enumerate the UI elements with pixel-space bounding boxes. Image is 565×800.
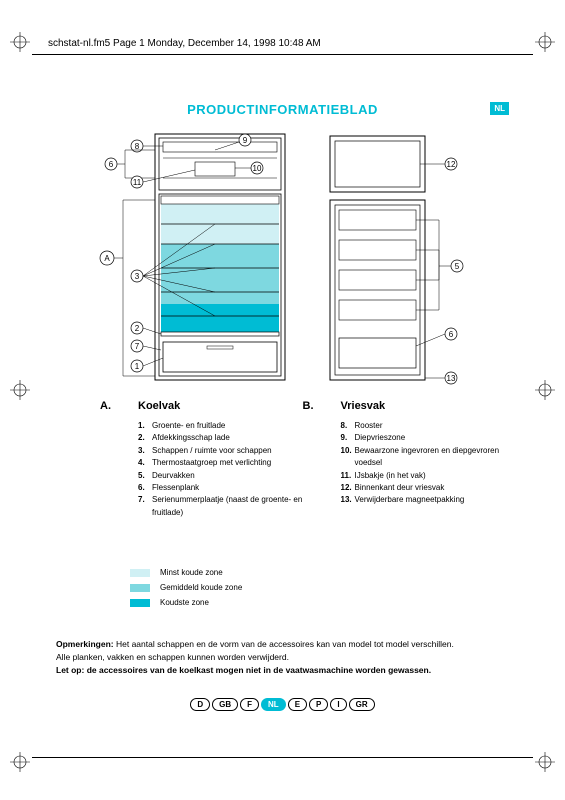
svg-text:5: 5 [455, 262, 460, 271]
section-a-letter: A. [100, 400, 138, 412]
lang-button-gr[interactable]: GR [349, 698, 375, 711]
list-item: 6.Flessenplank [138, 482, 303, 494]
legend-row: Koudste zone [130, 598, 242, 607]
lang-button-gb[interactable]: GB [212, 698, 238, 711]
svg-text:9: 9 [243, 136, 248, 145]
legend-row: Minst koude zone [130, 568, 242, 577]
list-item: 10.Bewaarzone ingevroren en diepgevroren… [341, 445, 506, 470]
language-row: DGBFNLEPIGR [0, 698, 565, 711]
crop-mark-mr [535, 380, 555, 400]
lang-button-f[interactable]: F [240, 698, 259, 711]
notes: Opmerkingen: Het aantal schappen en de v… [56, 638, 509, 676]
section-b-title: Vriesvak [341, 400, 386, 412]
legend-label: Minst koude zone [160, 568, 223, 577]
notes-line2: Alle planken, vakken en schappen kunnen … [56, 652, 289, 662]
lang-button-p[interactable]: P [309, 698, 328, 711]
list-item: 8.Rooster [341, 420, 506, 432]
legend-swatch [130, 584, 150, 592]
page-title: PRODUCTINFORMATIEBLAD [0, 102, 565, 117]
svg-text:13: 13 [447, 374, 456, 383]
notes-label: Opmerkingen: [56, 639, 114, 649]
svg-text:8: 8 [135, 142, 140, 151]
svg-text:6: 6 [449, 330, 454, 339]
list-item: 1.Groente- en fruitlade [138, 420, 303, 432]
list-item: 2.Afdekkingsschap lade [138, 432, 303, 444]
lang-button-d[interactable]: D [190, 698, 210, 711]
section-b-list: 8.Rooster9.Diepvrieszone10.Bewaarzone in… [303, 420, 506, 507]
page-header: schstat-nl.fm5 Page 1 Monday, December 1… [48, 38, 321, 49]
svg-text:12: 12 [447, 160, 456, 169]
notes-line3: Let op: de accessoires van de koelkast m… [56, 665, 431, 675]
legend-label: Gemiddeld koude zone [160, 583, 242, 592]
list-item: 4.Thermostaatgroep met verlichting [138, 457, 303, 469]
list-item: 11.IJsbakje (in het vak) [341, 470, 506, 482]
notes-line1: Het aantal schappen en de vorm van de ac… [114, 639, 454, 649]
section-a-list: 1.Groente- en fruitlade2.Afdekkingsschap… [100, 420, 303, 519]
list-item: 12.Binnenkant deur vriesvak [341, 482, 506, 494]
lang-button-e[interactable]: E [288, 698, 307, 711]
sections: A.Koelvak 1.Groente- en fruitlade2.Afdek… [100, 400, 505, 519]
crop-mark-ml [10, 380, 30, 400]
svg-text:1: 1 [135, 362, 140, 371]
fridge-diagram: 8 6 11 A 3 2 7 1 9 10 12 [95, 128, 470, 386]
list-item: 5.Deurvakken [138, 470, 303, 482]
svg-text:6: 6 [109, 160, 114, 169]
svg-text:2: 2 [135, 324, 140, 333]
section-b: B.Vriesvak 8.Rooster9.Diepvrieszone10.Be… [303, 400, 506, 519]
list-item: 9.Diepvrieszone [341, 432, 506, 444]
list-item: 3.Schappen / ruimte voor schappen [138, 445, 303, 457]
svg-text:3: 3 [135, 272, 140, 281]
crop-mark-br [535, 752, 555, 772]
legend-swatch [130, 599, 150, 607]
list-item: 13.Verwijderbare magneetpakking [341, 494, 506, 506]
crop-mark-tl [10, 32, 30, 52]
lang-badge: NL [490, 102, 509, 115]
legend: Minst koude zone Gemiddeld koude zone Koud… [130, 568, 242, 613]
svg-text:11: 11 [133, 178, 142, 187]
legend-swatch [130, 569, 150, 577]
svg-text:A: A [104, 254, 110, 263]
rule-top [32, 54, 533, 55]
list-item: 7.Serienummerplaatje (naast de groente- … [138, 494, 303, 519]
section-a: A.Koelvak 1.Groente- en fruitlade2.Afdek… [100, 400, 303, 519]
svg-text:10: 10 [253, 164, 262, 173]
lang-button-nl[interactable]: NL [261, 698, 286, 711]
rule-bottom [32, 757, 533, 758]
legend-label: Koudste zone [160, 598, 209, 607]
section-a-title: Koelvak [138, 400, 180, 412]
svg-text:7: 7 [135, 342, 140, 351]
legend-row: Gemiddeld koude zone [130, 583, 242, 592]
lang-button-i[interactable]: I [330, 698, 346, 711]
section-b-letter: B. [303, 400, 341, 412]
crop-mark-bl [10, 752, 30, 772]
crop-mark-tr [535, 32, 555, 52]
